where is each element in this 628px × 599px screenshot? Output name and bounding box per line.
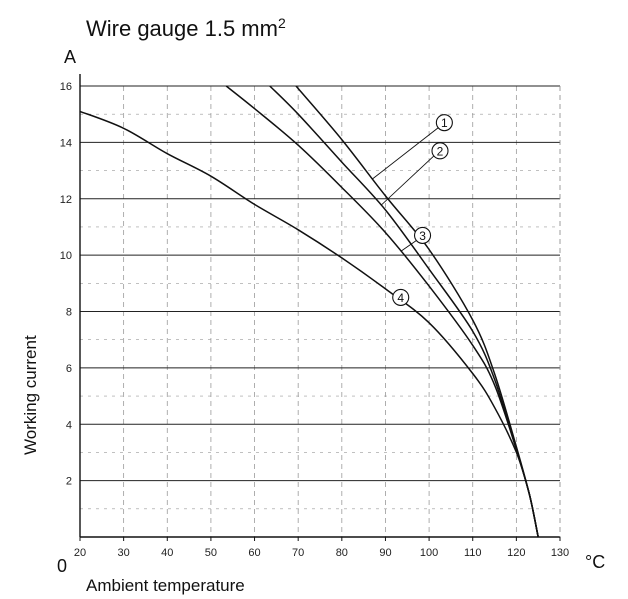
curve-label-1: 1 [441,116,448,130]
x-tick-labels: 20 30 40 50 60 70 80 90 100 110 120 130 [74,537,569,559]
axes [79,74,561,538]
series-line-4 [79,110,539,538]
chart-title: Wire gauge 1.5 mm2 [86,15,286,41]
curve-marker-circle-2 [431,142,449,160]
x-tick-label-80: 80 [336,547,348,559]
curve-marker-circle-4 [392,288,410,306]
x-tick-label-90: 90 [379,547,391,559]
x-tick-label-120: 120 [507,547,525,559]
curve-leader-2 [380,155,435,206]
y-axis-title: Working current [21,335,40,455]
x-tick-label-130: 130 [551,547,569,559]
x-tick-label-40: 40 [161,547,173,559]
curve-label-2: 2 [437,144,444,158]
curve-leader-1 [372,127,439,180]
x-tick-label-70: 70 [292,547,304,559]
chart-title-main: Wire gauge 1.5 mm [86,16,278,41]
curve-labels: 1 2 3 4 [372,114,453,306]
y-tick-label-16: 16 [60,81,72,93]
curve-marker-circle-1 [435,114,453,132]
curve-label-4: 4 [397,291,404,305]
y-tick-label-14: 14 [60,137,72,149]
curve-leader-3 [400,240,417,252]
y-tick-labels: 2 4 6 8 10 12 14 16 [60,81,72,488]
x-tick-label-100: 100 [420,547,438,559]
y-tick-label-10: 10 [60,250,72,262]
y-tick-label-4: 4 [66,419,72,431]
y-tick-label-8: 8 [66,307,72,319]
grid-major [80,85,560,482]
y-tick-label-6: 6 [66,363,72,375]
x-tick-label-50: 50 [205,547,217,559]
x-unit-label: °C [585,552,605,572]
x-tick-label-30: 30 [118,547,130,559]
x-axis-title: Ambient temperature [86,576,245,595]
y-tick-label-12: 12 [60,194,72,206]
series-lines [79,85,539,538]
chart-title-superscript: 2 [278,15,286,31]
x-tick-label-20: 20 [74,547,86,559]
origin-label: 0 [57,556,67,576]
y-tick-label-2: 2 [66,476,72,488]
y-unit-label: A [64,47,76,67]
curve-marker-circle-3 [413,226,432,244]
x-tick-label-60: 60 [248,547,260,559]
x-tick-label-110: 110 [464,547,482,559]
curve-label-3: 3 [419,229,426,243]
